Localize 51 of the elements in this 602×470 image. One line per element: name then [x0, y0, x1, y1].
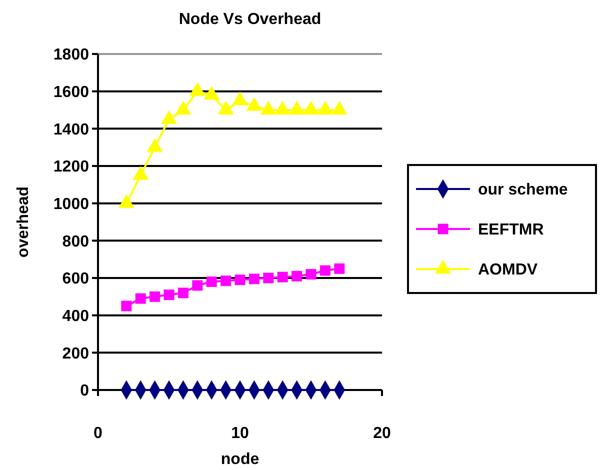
point: [331, 100, 348, 115]
point: [218, 100, 234, 115]
point: [150, 291, 160, 302]
y-axis-title: overhead: [15, 186, 32, 258]
point: [292, 270, 302, 282]
point: [303, 100, 319, 115]
chart-title: Node Vs Overhead: [178, 11, 322, 28]
point: [189, 82, 206, 96]
point: [320, 265, 330, 276]
point: [288, 100, 305, 115]
point: [260, 100, 276, 115]
y-tick-label: 1400: [53, 121, 90, 138]
point: [306, 269, 316, 280]
y-tick-label: 1600: [53, 84, 90, 101]
point: [121, 300, 132, 312]
point: [118, 194, 134, 208]
legend-label: EEFTMR: [478, 222, 544, 239]
point: [334, 263, 345, 274]
x-tick-label: 10: [231, 425, 249, 442]
point: [146, 138, 163, 152]
point: [277, 272, 288, 282]
y-tick-label: 0: [80, 382, 90, 400]
y-tick-label: 400: [62, 308, 90, 325]
point: [204, 86, 220, 100]
legend-label: AOMDV: [478, 262, 538, 279]
point: [206, 276, 217, 287]
point: [232, 91, 248, 106]
point: [135, 293, 146, 304]
point: [263, 272, 274, 284]
point: [161, 110, 177, 124]
point: [132, 166, 149, 180]
point: [248, 274, 260, 284]
point: [220, 276, 232, 286]
point: [234, 274, 246, 286]
legend-label: our scheme: [478, 182, 568, 199]
y-tick-label: 1200: [53, 158, 90, 176]
point: [246, 97, 262, 111]
point: [178, 288, 188, 298]
y-tick-label: 1800: [53, 46, 90, 64]
x-tick-label: 0: [94, 425, 103, 442]
y-tick-label: 1000: [53, 196, 90, 213]
x-tick-label: 20: [373, 425, 391, 442]
y-tick-label: 200: [62, 345, 90, 362]
y-tick-label: 600: [62, 270, 90, 288]
point: [164, 290, 174, 300]
point: [192, 280, 203, 291]
x-axis-title: node: [220, 451, 260, 468]
y-tick-label: 800: [62, 233, 90, 250]
point: [175, 100, 192, 115]
point: [274, 100, 291, 115]
point: [317, 100, 334, 115]
